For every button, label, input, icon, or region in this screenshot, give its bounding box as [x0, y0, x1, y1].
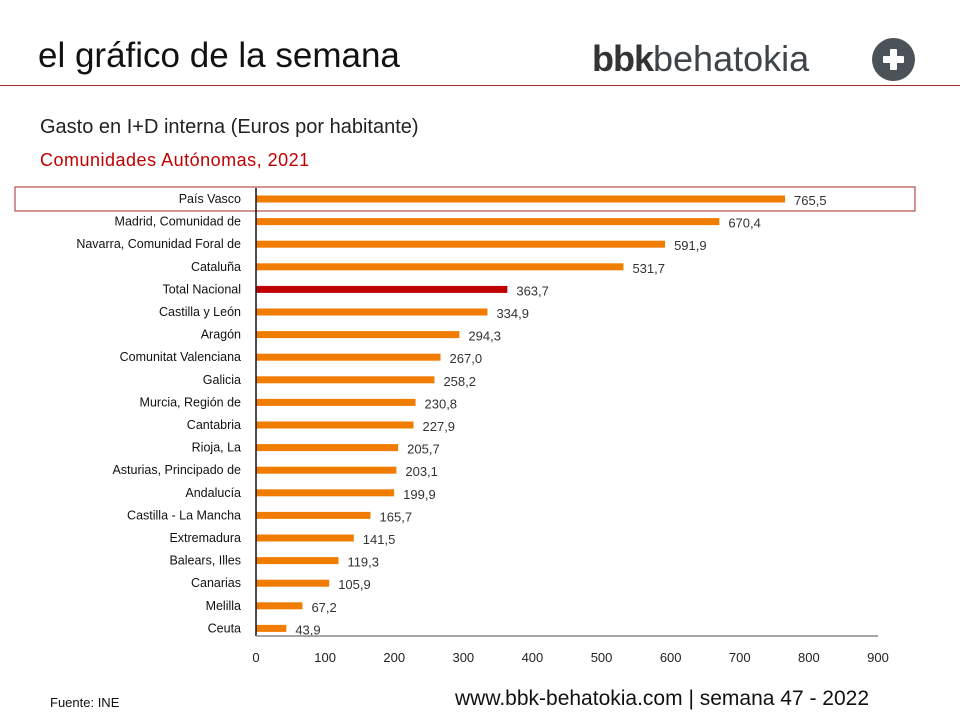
bar [256, 376, 435, 384]
bar [256, 195, 786, 203]
data-label: 227,9 [423, 419, 456, 434]
bar [256, 466, 397, 474]
chart-subtitle: Comunidades Autónomas, 2021 [40, 150, 310, 170]
category-label: Aragón [201, 328, 241, 342]
category-label: Balears, Illes [169, 554, 241, 568]
bar [256, 534, 354, 542]
data-label: 334,9 [496, 306, 529, 321]
bar [256, 353, 441, 361]
bar [256, 331, 460, 339]
x-tick-label: 400 [522, 650, 544, 665]
bar [256, 398, 416, 406]
category-label: Melilla [206, 599, 241, 613]
x-tick-label: 300 [452, 650, 474, 665]
x-tick-label: 500 [591, 650, 613, 665]
category-label: Comunitat Valenciana [120, 350, 241, 364]
x-tick-label: 600 [660, 650, 682, 665]
data-label: 294,3 [468, 329, 501, 344]
data-label: 199,9 [403, 487, 436, 502]
bar [256, 557, 339, 565]
category-label: Murcia, Región de [140, 395, 241, 409]
bar [256, 263, 624, 271]
bar [256, 421, 414, 429]
header-divider [0, 85, 960, 86]
data-label: 165,7 [380, 509, 413, 524]
bar [256, 308, 488, 316]
chart-title: Gasto en I+D interna (Euros por habitant… [40, 116, 419, 138]
category-label: Castilla y León [159, 305, 241, 319]
category-label: Canarias [191, 576, 241, 590]
data-label: 363,7 [516, 283, 549, 298]
plus-icon [872, 38, 915, 81]
bar [256, 444, 399, 452]
x-tick-label: 700 [729, 650, 751, 665]
data-label: 670,4 [728, 216, 761, 231]
logo: bbkbehatokia [592, 38, 809, 80]
bar [256, 602, 303, 610]
highlight-box [14, 186, 916, 212]
bar [256, 579, 330, 587]
source-note: Fuente: INE [50, 695, 120, 710]
data-label: 591,9 [674, 238, 707, 253]
category-label: Madrid, Comunidad de [115, 215, 242, 229]
bar [256, 218, 720, 226]
category-label: Galicia [203, 373, 241, 387]
x-tick-label: 0 [252, 650, 259, 665]
category-label: Cantabria [187, 418, 241, 432]
page-title: el gráfico de la semana [38, 36, 400, 75]
data-label: 141,5 [363, 532, 396, 547]
x-tick-label: 800 [798, 650, 820, 665]
data-label: 119,3 [347, 555, 379, 570]
data-label: 205,7 [407, 442, 440, 457]
category-label: Cataluña [191, 260, 241, 274]
category-label: Total Nacional [162, 282, 241, 296]
bar [256, 511, 371, 519]
data-label: 531,7 [632, 261, 665, 276]
category-label: País Vasco [179, 192, 241, 206]
data-label: 203,1 [405, 464, 438, 479]
category-label: Ceuta [208, 621, 241, 635]
bar [256, 285, 508, 293]
category-label: Rioja, La [192, 441, 241, 455]
category-label: Navarra, Comunidad Foral de [76, 237, 241, 251]
bar [256, 240, 666, 248]
x-tick-label: 100 [314, 650, 336, 665]
category-label: Andalucía [185, 486, 241, 500]
category-label: Asturias, Principado de [112, 463, 241, 477]
logo-bold: bbk [592, 38, 654, 79]
data-label: 258,2 [443, 374, 476, 389]
category-label: Extremadura [169, 531, 241, 545]
bar [256, 624, 287, 632]
data-label: 230,8 [425, 396, 458, 411]
bar [256, 489, 395, 497]
data-label: 67,2 [311, 600, 336, 615]
data-label: 43,9 [295, 622, 320, 637]
category-label: Castilla - La Mancha [127, 508, 241, 522]
x-tick-label: 900 [867, 650, 889, 665]
data-label: 105,9 [338, 577, 371, 592]
data-label: 765,5 [794, 193, 827, 208]
footer-site: www.bbk-behatokia.com | semana 47 - 2022 [455, 687, 870, 710]
x-tick-label: 200 [383, 650, 405, 665]
logo-light: behatokia [653, 38, 810, 79]
data-label: 267,0 [450, 351, 483, 366]
